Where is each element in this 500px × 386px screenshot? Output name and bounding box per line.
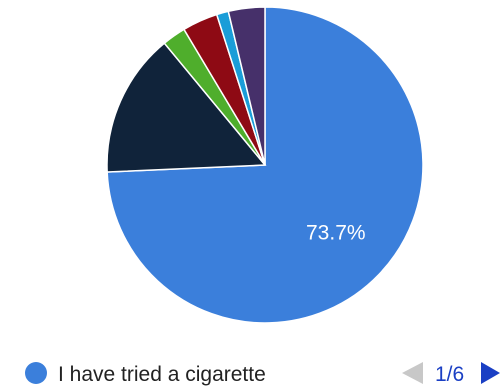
- legend-label: I have tried a cigarette: [58, 363, 266, 386]
- pie-slice-label-0: 73.7%: [306, 222, 366, 245]
- pie-slice-1[interactable]: [106, 42, 267, 173]
- pie-slice-labels: 73.7%: [306, 222, 366, 245]
- pie-slices: [106, 6, 424, 324]
- legend-page-indicator: 1/6: [435, 363, 464, 386]
- legend-next-arrow-icon[interactable]: [481, 362, 500, 384]
- legend-prev-arrow-icon[interactable]: [402, 362, 423, 384]
- legend: I have tried a cigarette 1/6: [25, 362, 500, 386]
- legend-swatch: [25, 362, 47, 384]
- pie-slice-5[interactable]: [227, 6, 266, 166]
